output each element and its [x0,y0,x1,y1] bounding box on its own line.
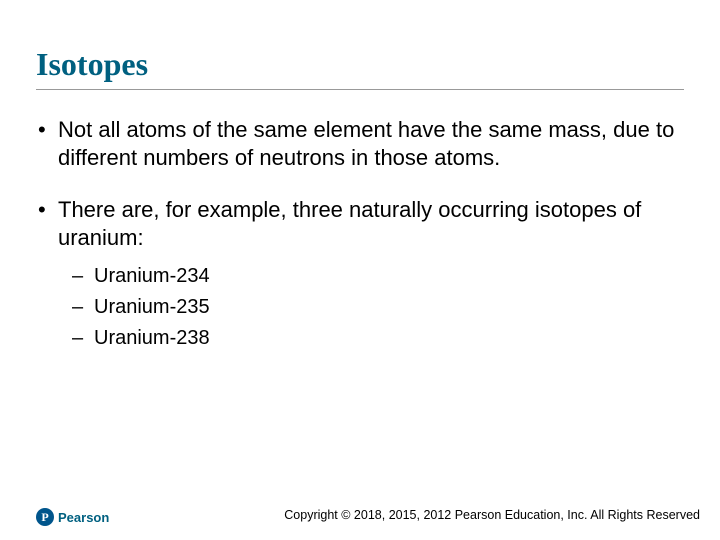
sub-bullet-text: Uranium-235 [94,296,210,318]
sub-bullet-item: Uranium-238 [58,323,684,354]
footer: P Pearson Copyright © 2018, 2015, 2012 P… [0,498,720,526]
sub-bullet-text: Uranium-234 [94,265,210,287]
logo-text: Pearson [58,510,109,525]
bullet-item: There are, for example, three naturally … [36,196,684,353]
bullet-list: Not all atoms of the same element have t… [36,116,684,354]
slide-title: Isotopes [36,46,684,90]
pearson-logo: P Pearson [36,508,109,526]
sub-bullet-list: Uranium-234 Uranium-235 Uranium-238 [58,261,684,354]
logo-mark-icon: P [36,508,54,526]
copyright-text: Copyright © 2018, 2015, 2012 Pearson Edu… [284,508,700,522]
logo-mark-letter: P [41,511,48,523]
bullet-text: Not all atoms of the same element have t… [58,117,674,170]
sub-bullet-item: Uranium-235 [58,292,684,323]
bullet-item: Not all atoms of the same element have t… [36,116,684,172]
sub-bullet-text: Uranium-238 [94,327,210,349]
slide: Isotopes Not all atoms of the same eleme… [0,0,720,540]
bullet-text: There are, for example, three naturally … [58,197,641,250]
sub-bullet-item: Uranium-234 [58,261,684,292]
